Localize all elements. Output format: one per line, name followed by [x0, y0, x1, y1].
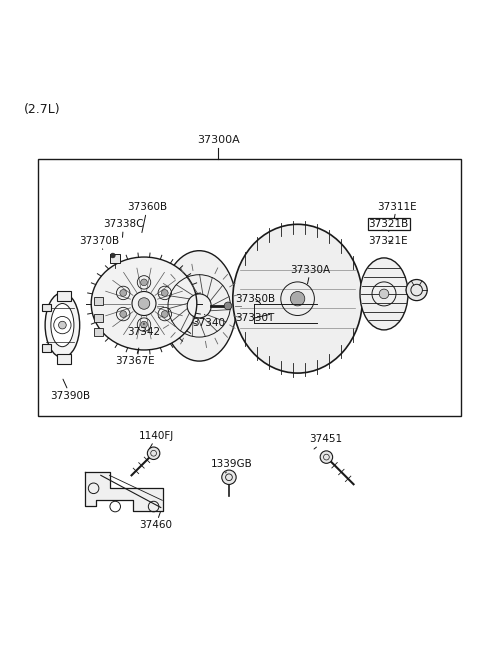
Text: 37370B: 37370B	[79, 236, 120, 250]
Bar	[42, 345, 51, 352]
Circle shape	[141, 321, 147, 328]
Text: 37360B: 37360B	[127, 202, 168, 233]
Circle shape	[406, 280, 427, 301]
Bar	[94, 297, 103, 305]
Polygon shape	[85, 472, 163, 511]
Text: 37460: 37460	[139, 512, 172, 531]
Text: 37340: 37340	[192, 314, 225, 328]
Text: 37342: 37342	[127, 323, 160, 337]
Circle shape	[379, 289, 389, 299]
Text: 37350B: 37350B	[235, 293, 276, 304]
Circle shape	[224, 302, 232, 310]
Ellipse shape	[51, 303, 74, 346]
Circle shape	[222, 470, 236, 485]
Circle shape	[161, 290, 168, 296]
Text: 37330T: 37330T	[235, 313, 275, 323]
Ellipse shape	[45, 293, 80, 358]
Circle shape	[120, 290, 127, 296]
Bar	[110, 254, 120, 263]
Text: 37330A: 37330A	[290, 265, 331, 284]
Circle shape	[120, 310, 127, 318]
Bar	[57, 354, 71, 364]
Text: 37451: 37451	[310, 434, 343, 449]
Text: 37300A: 37300A	[197, 135, 240, 145]
Ellipse shape	[233, 224, 362, 373]
Text: 37390B: 37390B	[50, 379, 91, 401]
Ellipse shape	[91, 257, 197, 350]
Text: 1140FJ: 1140FJ	[139, 431, 174, 449]
Circle shape	[59, 321, 66, 329]
Circle shape	[110, 253, 115, 258]
Ellipse shape	[360, 258, 408, 330]
Text: 37321B: 37321B	[369, 219, 409, 231]
Bar	[57, 291, 71, 301]
Circle shape	[320, 451, 333, 463]
Circle shape	[141, 279, 147, 286]
Text: 37311E: 37311E	[377, 202, 417, 221]
Text: 37367E: 37367E	[115, 348, 155, 366]
Bar	[38, 160, 461, 417]
Bar	[94, 314, 103, 322]
Circle shape	[161, 310, 168, 318]
Bar	[42, 303, 51, 310]
Text: (2.7L): (2.7L)	[24, 103, 60, 116]
Circle shape	[290, 291, 305, 306]
Text: 37338C: 37338C	[103, 219, 144, 237]
Circle shape	[138, 298, 150, 309]
Text: 1339GB: 1339GB	[211, 459, 253, 473]
Bar	[94, 328, 103, 336]
Text: 37321E: 37321E	[369, 236, 408, 246]
Circle shape	[147, 447, 160, 460]
Ellipse shape	[162, 251, 236, 361]
